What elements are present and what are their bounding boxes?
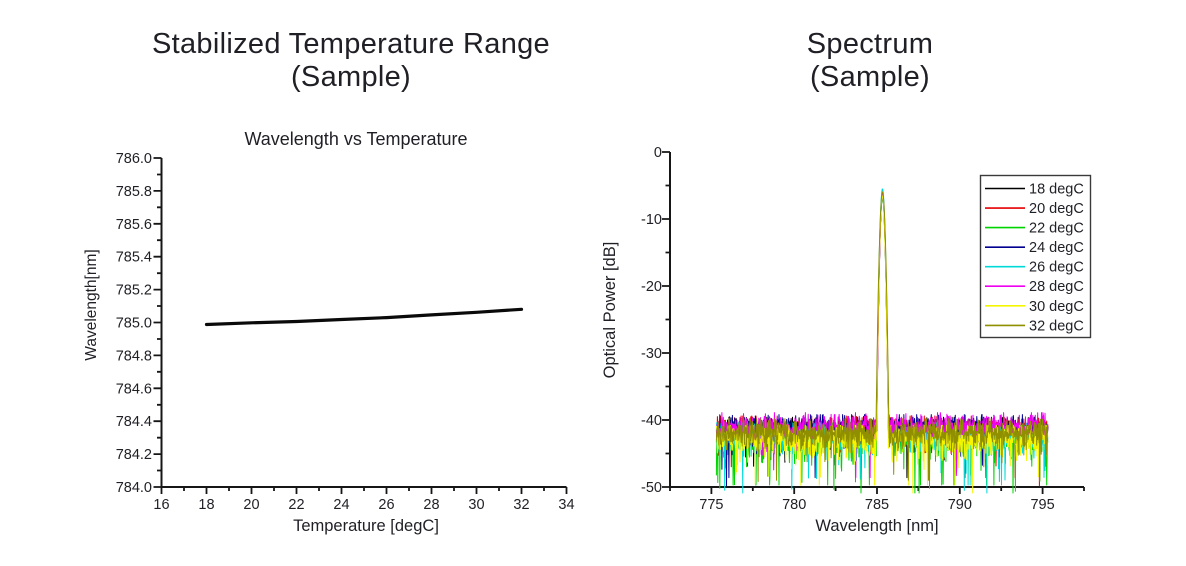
svg-text:785.4: 785.4 bbox=[116, 250, 152, 266]
svg-text:790: 790 bbox=[948, 497, 972, 513]
svg-text:-10: -10 bbox=[641, 212, 662, 228]
svg-text:785.0: 785.0 bbox=[116, 316, 152, 332]
svg-text:22: 22 bbox=[288, 497, 304, 513]
svg-text:Wavelength vs Temperature: Wavelength vs Temperature bbox=[244, 129, 467, 149]
svg-text:34: 34 bbox=[558, 497, 574, 513]
svg-text:785.2: 785.2 bbox=[116, 283, 152, 299]
svg-text:30 degC: 30 degC bbox=[1029, 299, 1084, 315]
svg-text:784.0: 784.0 bbox=[116, 480, 152, 496]
svg-text:785.8: 785.8 bbox=[116, 184, 152, 200]
svg-text:26: 26 bbox=[378, 497, 394, 513]
svg-text:-40: -40 bbox=[641, 413, 662, 429]
svg-text:Optical Power [dB]: Optical Power [dB] bbox=[601, 242, 619, 379]
svg-text:-30: -30 bbox=[641, 346, 662, 362]
svg-text:22 degC: 22 degC bbox=[1029, 221, 1084, 237]
svg-text:-20: -20 bbox=[641, 279, 662, 295]
svg-text:784.6: 784.6 bbox=[116, 381, 152, 397]
svg-text:32 degC: 32 degC bbox=[1029, 318, 1084, 334]
svg-text:30: 30 bbox=[468, 497, 484, 513]
svg-text:Wavelength [nm]: Wavelength [nm] bbox=[815, 517, 938, 535]
svg-text:775: 775 bbox=[699, 497, 723, 513]
svg-text:780: 780 bbox=[782, 497, 806, 513]
svg-text:785.6: 785.6 bbox=[116, 217, 152, 233]
svg-text:784.4: 784.4 bbox=[116, 414, 152, 430]
svg-text:0: 0 bbox=[654, 145, 662, 161]
svg-text:784.8: 784.8 bbox=[116, 348, 152, 364]
svg-text:786.0: 786.0 bbox=[116, 151, 152, 167]
svg-text:24: 24 bbox=[333, 497, 349, 513]
svg-text:28: 28 bbox=[423, 497, 439, 513]
svg-text:24 degC: 24 degC bbox=[1029, 240, 1084, 256]
svg-text:Temperature [degC]: Temperature [degC] bbox=[293, 517, 439, 535]
svg-text:18 degC: 18 degC bbox=[1029, 182, 1084, 198]
svg-text:Wavelength[nm]: Wavelength[nm] bbox=[83, 249, 100, 360]
svg-text:784.2: 784.2 bbox=[116, 447, 152, 463]
svg-text:795: 795 bbox=[1030, 497, 1054, 513]
svg-text:28 degC: 28 degC bbox=[1029, 279, 1084, 295]
svg-text:32: 32 bbox=[513, 497, 529, 513]
svg-text:20 degC: 20 degC bbox=[1029, 201, 1084, 217]
svg-text:18: 18 bbox=[198, 497, 214, 513]
svg-text:-50: -50 bbox=[641, 480, 662, 496]
svg-text:26 degC: 26 degC bbox=[1029, 260, 1084, 276]
svg-text:20: 20 bbox=[243, 497, 259, 513]
svg-text:785: 785 bbox=[865, 497, 889, 513]
svg-text:16: 16 bbox=[153, 497, 169, 513]
